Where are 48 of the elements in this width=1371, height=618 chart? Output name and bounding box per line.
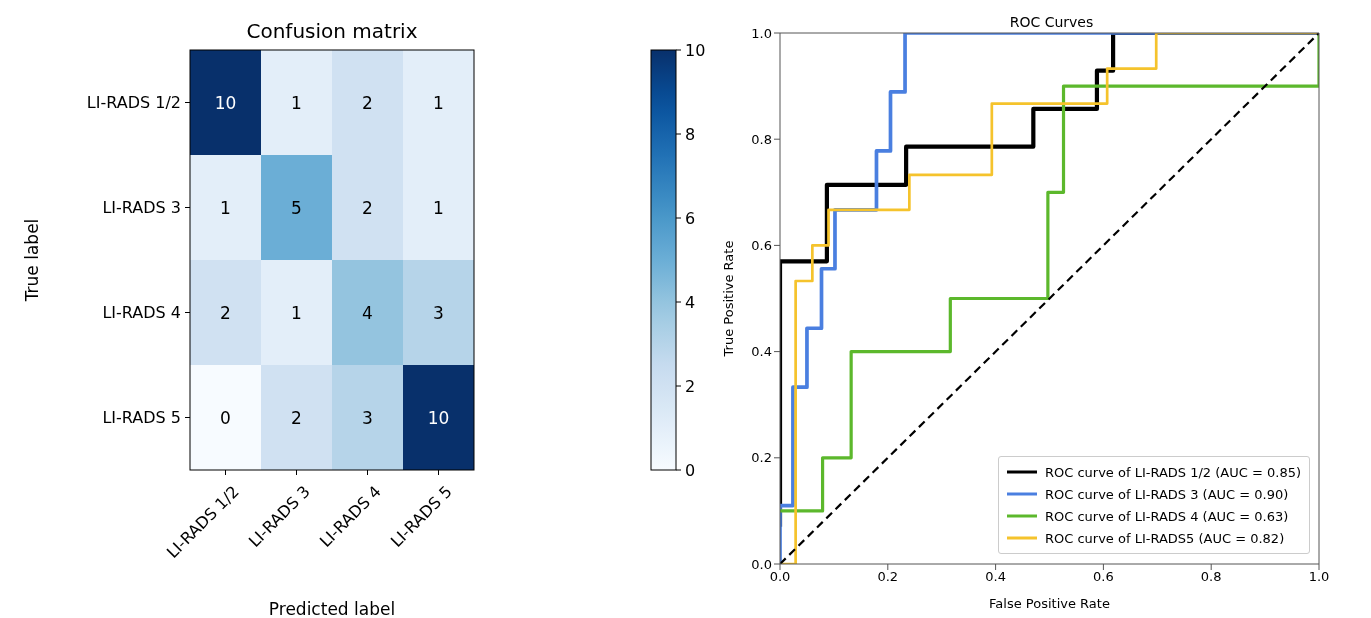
data-label: 1 <box>291 302 302 323</box>
color-bar-label: 6 <box>685 208 696 228</box>
color-bar-label: 2 <box>685 376 696 396</box>
data-label: 10 <box>427 407 450 428</box>
data-label: 4 <box>362 302 373 323</box>
y-tick-label: 0.4 <box>751 344 772 360</box>
x-axis-title: Predicted label <box>268 599 396 618</box>
x-tick-label: 0.8 <box>1200 569 1222 585</box>
data-label: 1 <box>433 92 444 113</box>
color-bar-label: 10 <box>685 40 706 60</box>
y-tick-label: LI-RADS 5 <box>102 408 181 427</box>
y-tick-label: 1.0 <box>751 25 772 41</box>
y-tick-label: 0.2 <box>751 450 772 466</box>
data-label: 5 <box>291 197 302 218</box>
color-bar-label: 4 <box>685 292 696 312</box>
data-label: 2 <box>362 92 373 113</box>
data-label: 10 <box>214 92 237 113</box>
data-label: 1 <box>220 197 231 218</box>
x-tick-label: 0.6 <box>1093 569 1114 585</box>
y-tick-label: 0.8 <box>751 131 772 147</box>
data-label: 3 <box>433 302 444 323</box>
x-tick-label: 0.2 <box>877 569 899 585</box>
color-bar-label: 8 <box>685 124 696 144</box>
y-tick-label: 0.0 <box>751 556 772 572</box>
y-tick-label: LI-RADS 3 <box>102 198 181 217</box>
data-label: 2 <box>362 197 373 218</box>
y-axis-title: True Positive Rate <box>720 240 736 358</box>
chart-title: Confusion matrix <box>246 19 418 43</box>
y-tick-label: LI-RADS 1/2 <box>86 93 181 112</box>
data-label: 1 <box>291 92 302 113</box>
data-label: 0 <box>220 407 231 428</box>
x-tick-label: 0.4 <box>985 569 1006 585</box>
x-tick-label: 0.0 <box>769 569 791 585</box>
legend-label: ROC curve of LI-RADS 4 (AUC = 0.63) <box>1044 508 1289 524</box>
data-label: 2 <box>291 407 302 428</box>
legend-label: ROC curve of LI-RADS 3 (AUC = 0.90) <box>1044 486 1289 502</box>
y-tick-label: LI-RADS 4 <box>102 303 181 322</box>
chart-title: ROC Curves <box>1008 14 1095 30</box>
legend-label: ROC curve of LI-RADS 1/2 (AUC = 0.85) <box>1044 464 1301 480</box>
x-axis-title: False Positive Rate <box>989 596 1110 611</box>
y-axis-title: True label <box>22 218 42 303</box>
data-label: 2 <box>220 302 231 323</box>
color-bar-label: 0 <box>685 460 696 480</box>
legend-label: ROC curve of LI-RADS5 (AUC = 0.82) <box>1044 530 1285 546</box>
x-tick-label: 1.0 <box>1308 569 1330 585</box>
data-label: 3 <box>362 407 373 428</box>
data-label: 1 <box>433 197 444 218</box>
y-tick-label: 0.6 <box>751 238 772 254</box>
